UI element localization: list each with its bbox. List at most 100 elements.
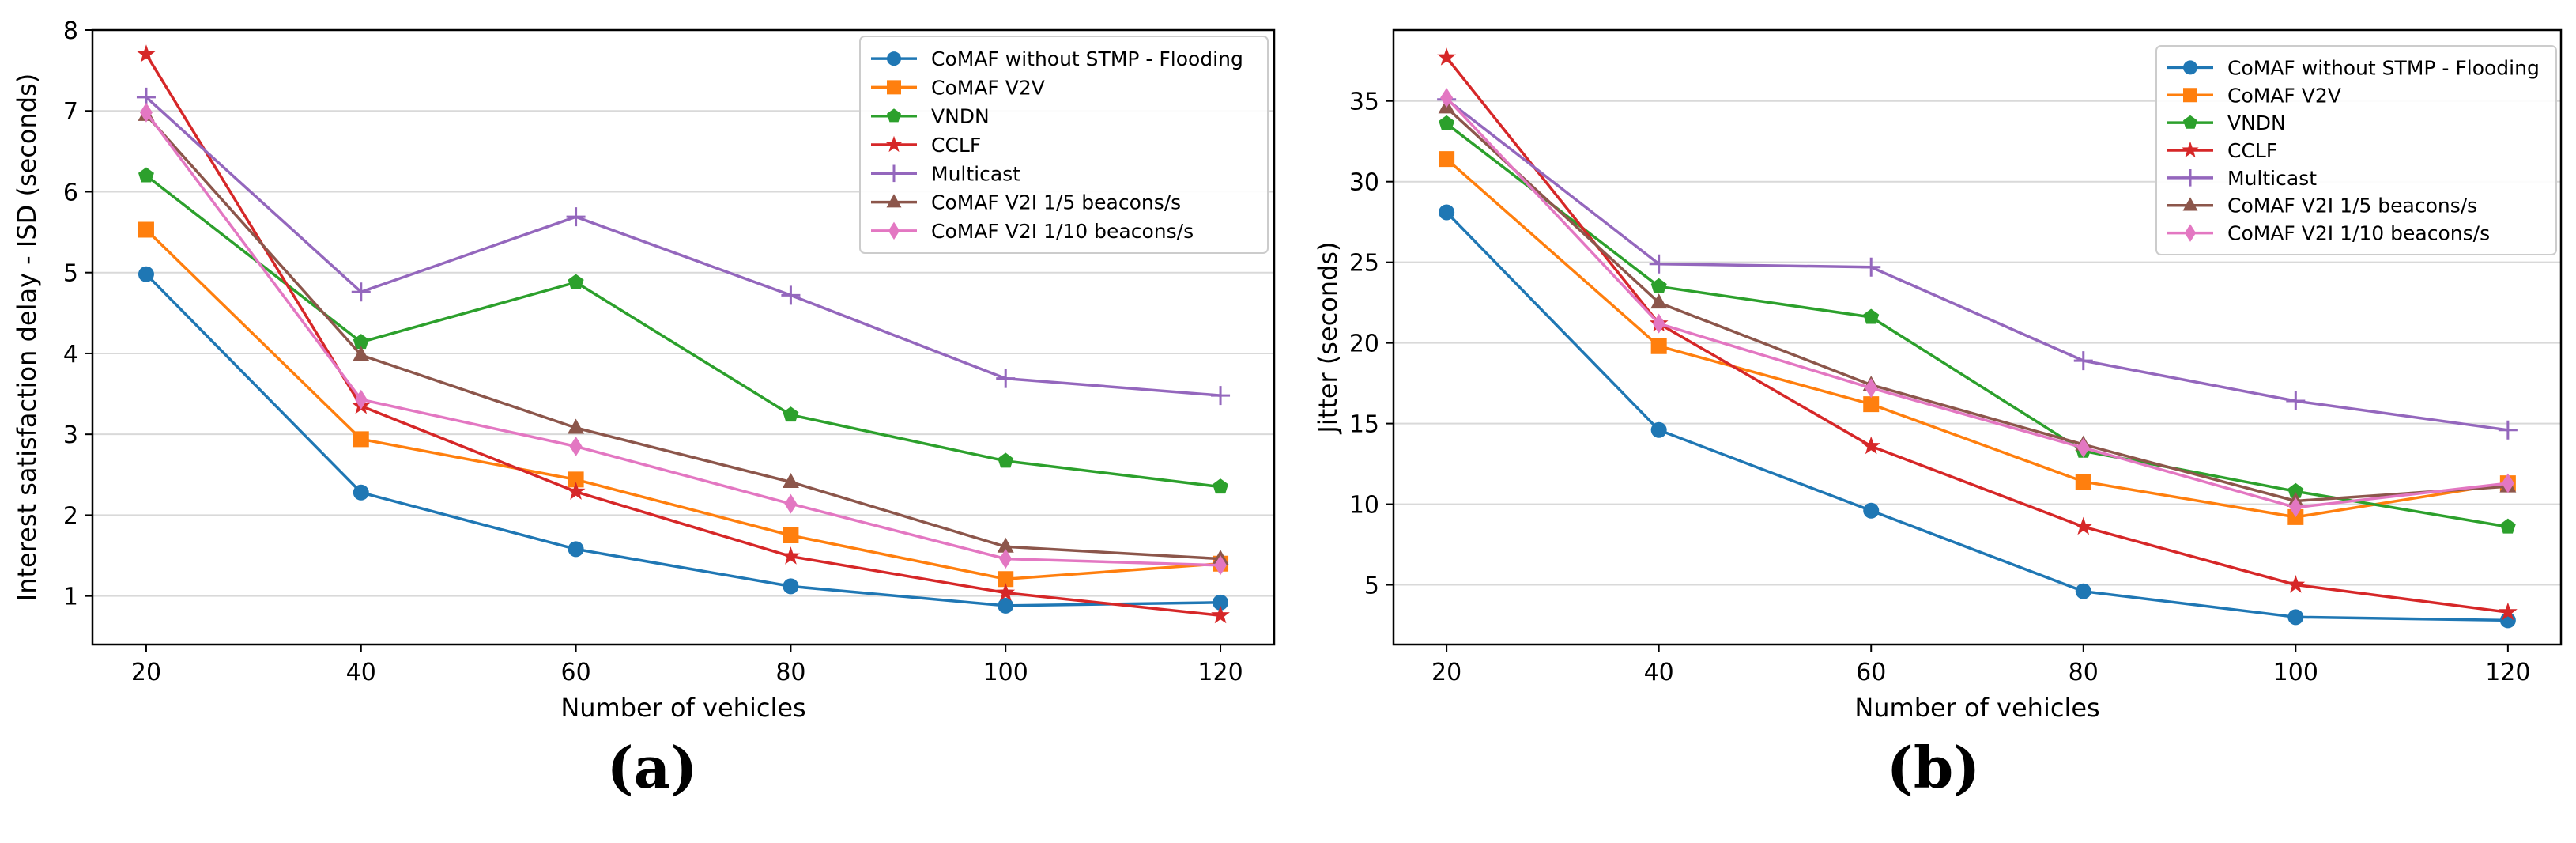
data-point	[138, 266, 154, 282]
series-4	[136, 87, 1231, 406]
legend-marker	[885, 164, 903, 183]
data-point	[138, 167, 154, 183]
data-point	[1211, 386, 1231, 406]
y-tick-label: 20	[1349, 331, 1379, 358]
y-tick-label: 5	[63, 260, 78, 288]
series-6	[1440, 88, 2514, 518]
series-6	[139, 102, 1228, 576]
y-axis-label: Interest satisfaction delay - ISD (secon…	[12, 74, 42, 601]
series-0	[1439, 204, 2516, 629]
y-tick-label: 7	[63, 98, 78, 126]
data-point	[996, 369, 1016, 388]
data-point	[1650, 422, 1667, 438]
x-tick-label: 60	[560, 659, 590, 686]
data-point	[1439, 151, 1455, 168]
data-point	[1439, 115, 1455, 130]
y-tick-label: 30	[1349, 169, 1379, 197]
legend-label: CoMAF V2I 1/10 beacons/s	[2227, 222, 2490, 245]
y-tick-label: 5	[1364, 573, 1379, 600]
data-point	[783, 578, 799, 595]
y-tick-label: 10	[1349, 492, 1379, 520]
data-point	[2286, 575, 2306, 593]
legend-label: CoMAF without STMP - Flooding	[2227, 56, 2540, 79]
data-point	[1861, 436, 1881, 455]
legend-box	[2155, 45, 2557, 255]
data-point	[781, 285, 801, 305]
legend-marker	[887, 108, 901, 123]
legend-marker	[885, 135, 903, 153]
caption-a: (a)	[606, 734, 698, 801]
series-4	[1437, 89, 2518, 440]
series-line	[1445, 96, 2509, 509]
y-tick-label: 2	[63, 502, 78, 530]
series-1	[1439, 151, 2516, 525]
legend-label: VNDN	[2227, 112, 2286, 134]
data-point	[1652, 313, 1665, 334]
data-point	[998, 597, 1014, 614]
series-line	[145, 96, 1221, 397]
data-point	[784, 493, 798, 514]
data-point	[353, 334, 369, 350]
data-point	[783, 406, 799, 422]
x-tick-label: 100	[983, 659, 1028, 686]
data-point	[353, 484, 369, 501]
y-tick-label: 8	[63, 17, 78, 45]
y-tick-label: 3	[63, 422, 78, 449]
y-tick-label: 35	[1349, 89, 1379, 116]
y-tick-label: 25	[1349, 250, 1379, 278]
data-point	[998, 452, 1014, 468]
legend-box	[859, 36, 1269, 254]
legend-marker	[888, 221, 900, 240]
data-point	[1863, 396, 1880, 413]
chart-a-isd: 1 2 3 4 5 6 7 8 20 40 60 80 100 120 Number of vehicles…	[12, 17, 1276, 723]
legend-label: CoMAF V2I 1/5 beacons/s	[2227, 195, 2477, 217]
x-tick-label: 60	[1856, 659, 1886, 686]
data-point	[138, 221, 154, 238]
data-point	[1214, 555, 1228, 576]
data-point	[1863, 502, 1880, 519]
data-point	[1863, 308, 1880, 324]
legend-marker	[886, 194, 902, 208]
data-point	[353, 431, 369, 448]
data-point	[2499, 602, 2518, 621]
series-line	[145, 114, 1221, 561]
data-point	[1213, 594, 1229, 611]
data-point	[999, 549, 1013, 569]
data-point	[568, 471, 584, 488]
legend-marker	[887, 51, 901, 66]
data-point	[2073, 351, 2093, 371]
data-point	[1650, 338, 1667, 354]
data-point	[781, 546, 801, 565]
x-tick-label: 40	[1644, 659, 1674, 686]
series-line	[145, 273, 1221, 607]
caption-b: (b)	[1886, 734, 1981, 801]
legend-marker	[2183, 115, 2197, 129]
x-tick-label: 100	[2273, 659, 2318, 686]
legend-marker	[2184, 224, 2197, 242]
data-point	[351, 282, 371, 302]
legend-marker	[2183, 60, 2197, 75]
data-point	[568, 541, 584, 558]
plot-frame	[1392, 28, 2563, 646]
legend-label: CoMAF V2V	[931, 76, 1045, 99]
data-point	[998, 571, 1014, 588]
data-point	[782, 473, 799, 489]
data-point	[2075, 583, 2091, 599]
series-line	[145, 229, 1221, 580]
data-point	[1650, 293, 1668, 309]
legend-label: CoMAF without STMP - Flooding	[931, 47, 1243, 70]
legend-label: Multicast	[2227, 167, 2317, 190]
x-tick-label: 80	[2069, 659, 2099, 686]
data-point	[2286, 391, 2306, 411]
data-point	[354, 389, 368, 410]
data-point	[783, 527, 799, 543]
legend-label: CoMAF V2V	[2227, 84, 2341, 107]
data-point	[997, 537, 1014, 553]
legend-marker	[2182, 197, 2198, 211]
data-point	[566, 482, 586, 500]
legend-marker	[2182, 169, 2199, 187]
data-point	[139, 102, 153, 123]
series-line	[1445, 106, 2509, 503]
x-tick-label: 20	[131, 659, 161, 686]
